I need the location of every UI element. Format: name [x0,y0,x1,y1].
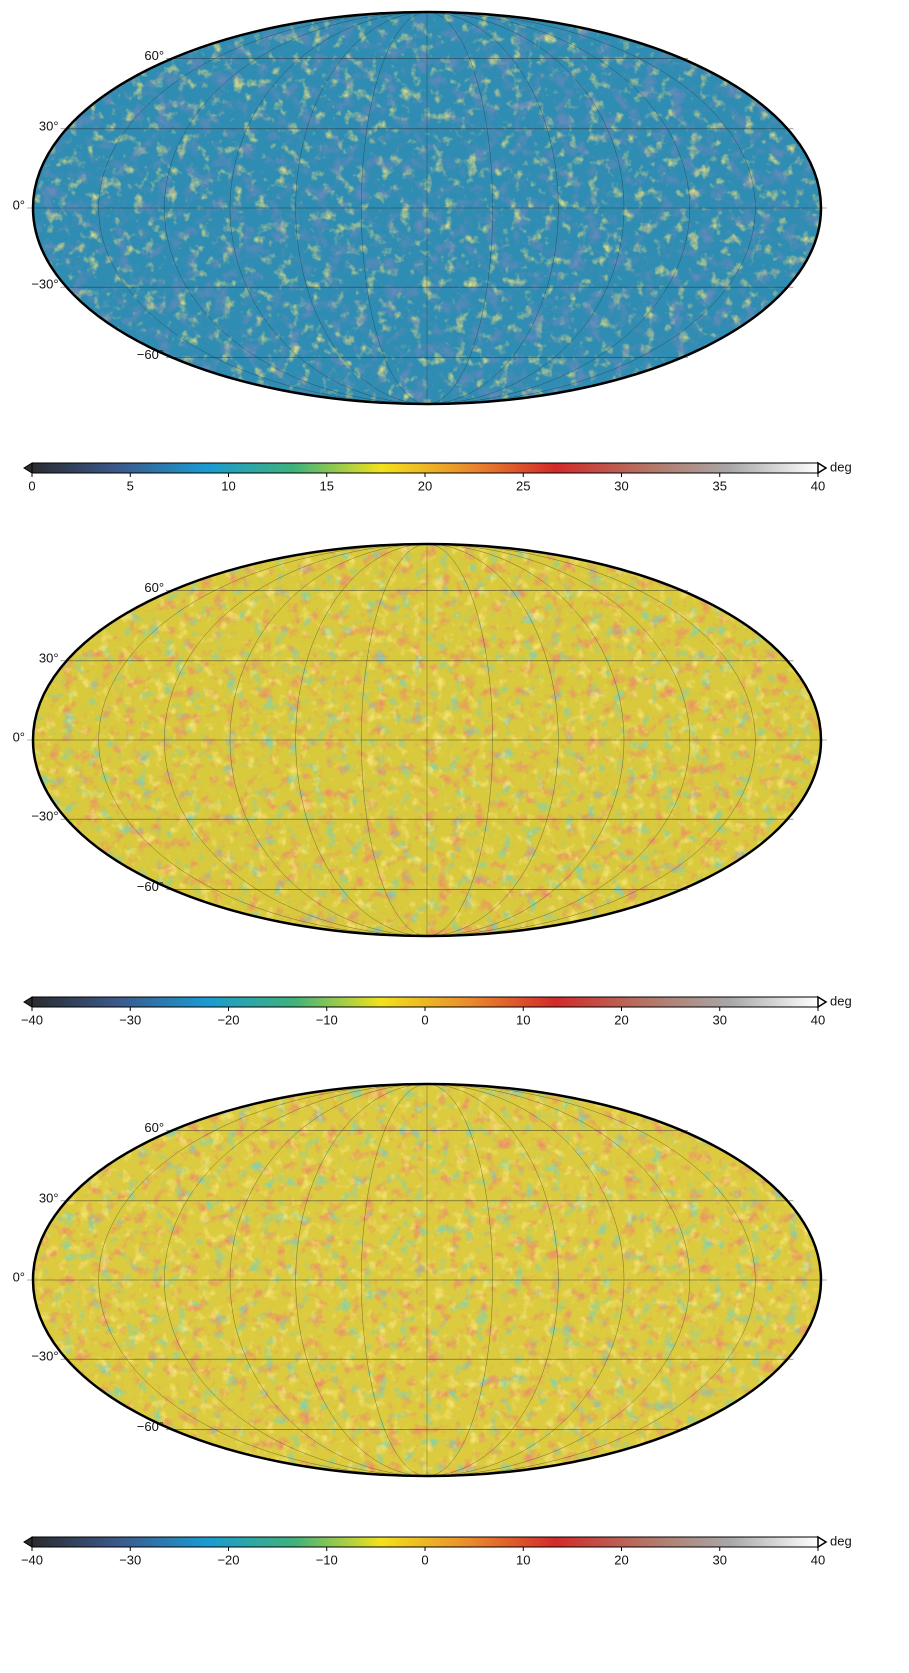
colorbar-tick-label: 10 [221,478,235,493]
colorbar-tick-label: 0 [28,478,35,493]
colorbar-tick-label: 5 [127,478,134,493]
colorbar-tick-label: 30 [614,478,628,493]
colorbar-low-extension [23,1536,33,1548]
map-panel: 60° 30° 0° −30° −60° deg −40 −30 −20 −10 0 10 20 30 40 [13,1082,852,1567]
colorbar-tick-label: −30 [119,1552,141,1567]
colorbar-tick-label: 40 [811,1012,825,1027]
colorbar-high-extension [817,461,828,475]
colorbar-tick-label: 0 [421,1012,428,1027]
colorbar-unit: deg [830,459,852,474]
colorbar-tick-label: 20 [614,1012,628,1027]
colorbar [31,1536,819,1548]
colorbar-high-extension [817,995,828,1009]
colorbar [31,462,819,474]
colorbar-tick-label: −10 [316,1012,338,1027]
lat-label: 0° [13,1269,25,1284]
colorbar-high-extension [817,1535,828,1549]
colorbar-tick-label: 20 [418,478,432,493]
map-frame [31,1082,823,1478]
lat-label: −30° [31,277,58,292]
colorbar-tick-label: 15 [320,478,334,493]
colorbar-tick-label: 25 [516,478,530,493]
colorbar-tick-label: −40 [21,1552,43,1567]
lat-label: −60° [137,347,164,362]
lat-label: 30° [39,650,59,665]
colorbar-tick-label: 40 [811,1552,825,1567]
lat-label: 0° [13,197,25,212]
lat-label: 60° [144,580,164,595]
colorbar-tick-label: −40 [21,1012,43,1027]
colorbar-tick-label: −20 [217,1552,239,1567]
colorbar-low-extension [23,462,33,474]
colorbar-tick-label: 40 [811,478,825,493]
lat-label: 0° [13,729,25,744]
map-panel: 60° 30° 0° −30° −60° deg −40 −30 −20 −10 0 10 20 30 40 [13,542,852,1027]
lat-label: 30° [39,118,59,133]
colorbar-tick-label: 0 [421,1552,428,1567]
colorbar-tick-label: −10 [316,1552,338,1567]
colorbar-tick-label: 30 [713,1012,727,1027]
lat-label: 60° [144,48,164,63]
colorbar [31,996,819,1008]
lat-label: 30° [39,1190,59,1205]
colorbar-tick-label: 20 [614,1552,628,1567]
lat-label: −60° [137,1419,164,1434]
colorbar-tick-label: 10 [516,1552,530,1567]
map-frame [31,542,823,938]
colorbar-unit: deg [830,1533,852,1548]
map-frame [31,10,823,406]
colorbar-tick-label: 30 [713,1552,727,1567]
colorbar-unit: deg [830,993,852,1008]
lat-label: −60° [137,879,164,894]
colorbar-low-extension [23,996,33,1008]
lat-label: −30° [31,809,58,824]
lat-label: 60° [144,1120,164,1135]
colorbar-tick-label: 35 [713,478,727,493]
map-panel: 60° 30° 0° −30° −60° deg 0 5 10 15 20 25 30 35 40 [13,10,852,493]
lat-label: −30° [31,1349,58,1364]
colorbar-tick-label: 10 [516,1012,530,1027]
colorbar-tick-label: −20 [217,1012,239,1027]
colorbar-tick-label: −30 [119,1012,141,1027]
